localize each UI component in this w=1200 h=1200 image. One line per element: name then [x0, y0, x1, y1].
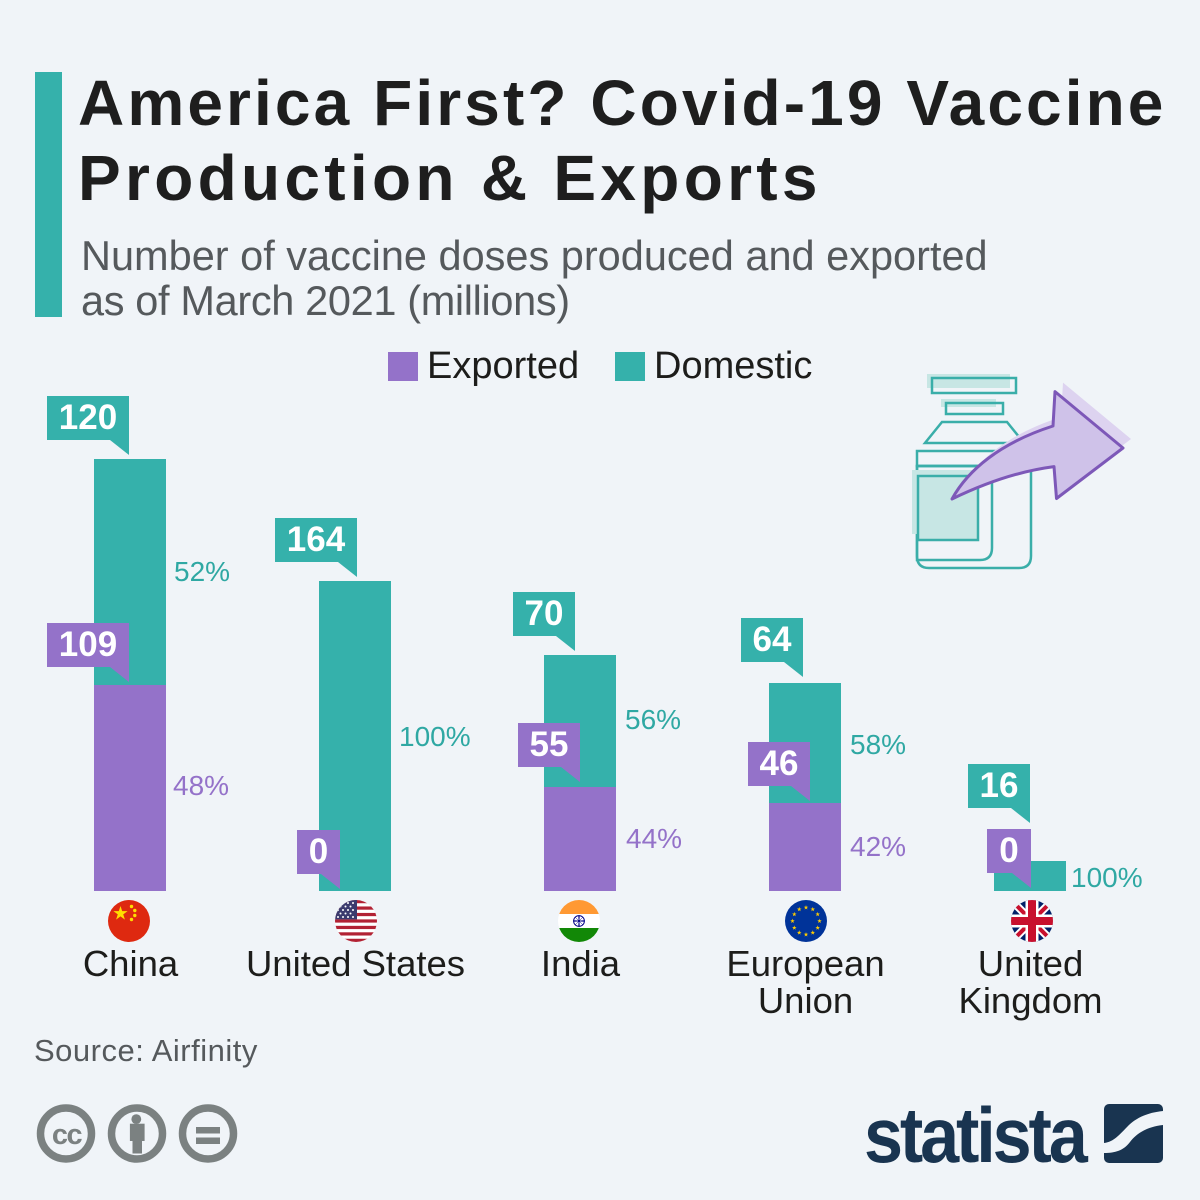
- svg-text:cc: cc: [52, 1119, 83, 1151]
